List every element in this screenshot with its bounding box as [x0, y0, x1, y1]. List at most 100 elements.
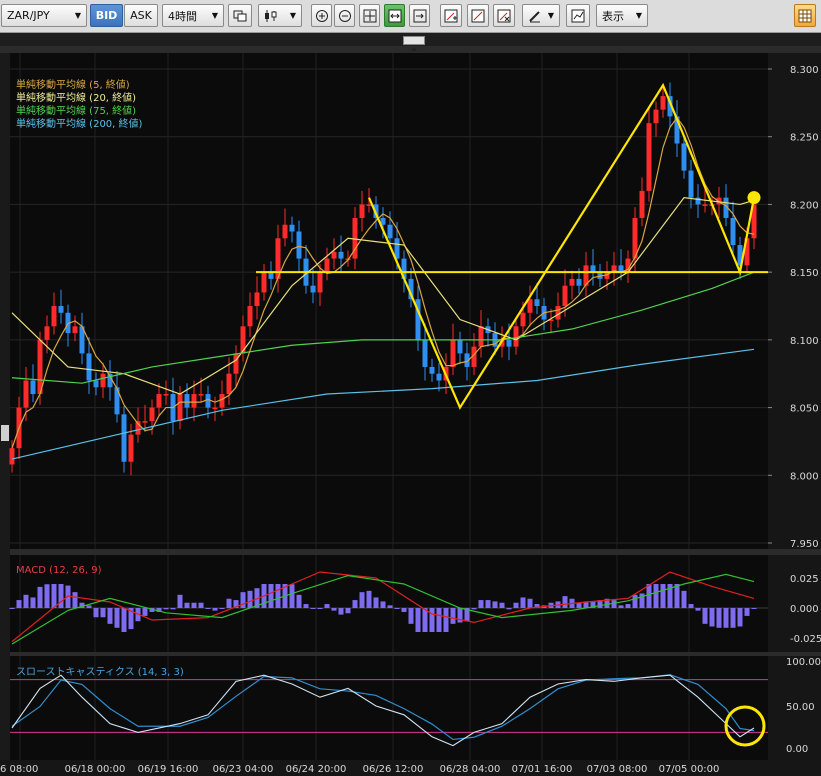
ask-button[interactable]: ASK — [124, 4, 158, 27]
add-drawing-button[interactable] — [440, 4, 462, 27]
chevron-down-icon: ▼ — [547, 11, 554, 20]
copy-window-icon — [233, 10, 247, 21]
macd-hist-bar — [324, 604, 330, 608]
macd-hist-bar — [317, 608, 323, 609]
candle-body — [191, 394, 197, 408]
macd-hist-bar — [660, 584, 666, 608]
candle-body — [163, 394, 169, 396]
macd-hist-bar — [478, 600, 484, 608]
candle-body — [275, 238, 281, 279]
macd-hist-bar — [9, 608, 15, 609]
symbol-select[interactable]: ZAR/JPY ▼ — [1, 4, 87, 27]
candle-body — [121, 414, 127, 462]
stoch-label: スローストキャスティクス (14, 3, 3) — [16, 667, 184, 678]
candle-body — [569, 278, 575, 286]
macd-hist-bar — [527, 598, 533, 608]
candle-body — [261, 272, 267, 293]
candle-body — [429, 366, 435, 374]
candle-body — [618, 265, 624, 273]
candle-body — [282, 224, 288, 239]
stoch-axis — [768, 656, 821, 760]
zoom-out-icon — [338, 9, 351, 22]
macd-hist-bar — [723, 608, 729, 628]
candle-body — [695, 197, 701, 205]
display-menu-button[interactable]: 表示 ▼ — [596, 4, 648, 27]
time-tick-label: 06/19 16:00 — [138, 764, 199, 775]
left-gutter — [0, 53, 10, 760]
candle-body — [44, 326, 50, 340]
edit-drawing-button[interactable] — [467, 4, 489, 27]
macd-hist-bar — [604, 598, 610, 608]
candle-body — [583, 265, 589, 286]
candle-body — [597, 272, 603, 279]
macd-hist-bar — [205, 608, 211, 609]
macd-hist-bar — [597, 600, 603, 608]
chart-type-select[interactable]: ▼ — [258, 4, 302, 27]
macd-hist-bar — [611, 600, 617, 608]
macd-hist-bar — [275, 584, 281, 608]
macd-hist-bar — [681, 590, 687, 608]
candle-body — [415, 299, 421, 340]
candle-body — [72, 326, 78, 334]
chart-area[interactable]: 8.300 8.250 8.200 8.150 8.100 8.050 8.000 7.950… — [0, 46, 821, 776]
candle-body — [37, 339, 43, 395]
macd-hist-bar — [737, 608, 743, 627]
timeframe-label: 4時間 — [168, 9, 197, 23]
macd-hist-bar — [744, 608, 750, 616]
collapse-toolbar-button[interactable] — [403, 36, 425, 51]
candle-body — [114, 387, 120, 415]
macd-hist-bar — [562, 596, 568, 608]
candle-body — [310, 285, 316, 293]
candle-body — [247, 306, 253, 327]
macd-hist-bar — [345, 608, 351, 614]
candle-body — [506, 339, 512, 347]
macd-tick-label: 0.000 — [790, 604, 819, 615]
macd-hist-bar — [86, 605, 92, 608]
candle-body — [233, 353, 239, 374]
price-tick-label: 8.200 — [790, 200, 819, 211]
macd-hist-bar — [632, 594, 638, 608]
delete-drawing-button[interactable] — [493, 4, 515, 27]
scroll-latest-button[interactable] — [409, 4, 430, 27]
candle-body — [380, 217, 386, 225]
crosshair-button[interactable] — [359, 4, 380, 27]
candle-body — [226, 373, 232, 395]
candle-body — [632, 217, 638, 259]
candle-body — [240, 326, 246, 354]
macd-hist-bar — [338, 608, 344, 615]
macd-hist-bar — [107, 608, 113, 624]
candle-body — [23, 380, 29, 408]
candle-body — [93, 380, 99, 388]
candle-body — [352, 217, 358, 259]
price-tick-label: 8.300 — [790, 65, 819, 76]
zoom-in-button[interactable] — [311, 4, 332, 27]
macd-hist-bar — [730, 608, 736, 628]
legend-sma20: 単純移動平均線 (20, 終値) — [16, 93, 137, 104]
macd-hist-bar — [331, 608, 337, 611]
macd-hist-bar — [618, 605, 624, 608]
candle-body — [219, 394, 225, 408]
candle-body — [128, 434, 134, 462]
timeframe-select[interactable]: 4時間 ▼ — [162, 4, 224, 27]
macd-hist-bar — [380, 601, 386, 608]
stoch-highlight-circle — [724, 705, 766, 747]
time-tick-label: 06/28 04:00 — [440, 764, 501, 775]
fit-chart-button[interactable] — [384, 4, 405, 27]
candle-body — [667, 96, 673, 117]
candle-body — [149, 407, 155, 422]
stoch-tick-label: 0.00 — [786, 744, 808, 755]
bid-button[interactable]: BID — [90, 4, 123, 27]
pen-icon — [529, 10, 540, 22]
pen-menu-button[interactable]: ▼ — [522, 4, 560, 27]
macd-hist-bar — [625, 604, 631, 608]
zoom-out-button[interactable] — [334, 4, 355, 27]
price-panel — [10, 53, 768, 549]
candle-body — [611, 265, 617, 273]
macd-hist-bar — [184, 602, 190, 608]
copy-window-button[interactable] — [228, 4, 252, 27]
macd-hist-bar — [268, 584, 274, 608]
grid-settings-button[interactable] — [794, 4, 816, 27]
indicator-chart-icon — [571, 9, 585, 22]
candle-body — [401, 258, 407, 279]
indicator-button[interactable] — [566, 4, 590, 27]
